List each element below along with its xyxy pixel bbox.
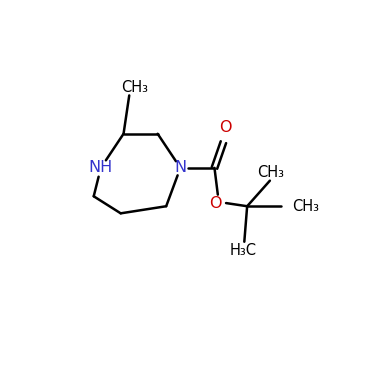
Text: CH₃: CH₃: [121, 80, 148, 95]
Text: O: O: [220, 120, 232, 135]
Text: CH₃: CH₃: [292, 199, 319, 214]
Text: N: N: [174, 161, 187, 175]
Text: O: O: [209, 196, 222, 211]
Text: CH₃: CH₃: [257, 165, 284, 180]
Text: H₃C: H₃C: [229, 243, 256, 258]
Text: NH: NH: [89, 161, 113, 175]
